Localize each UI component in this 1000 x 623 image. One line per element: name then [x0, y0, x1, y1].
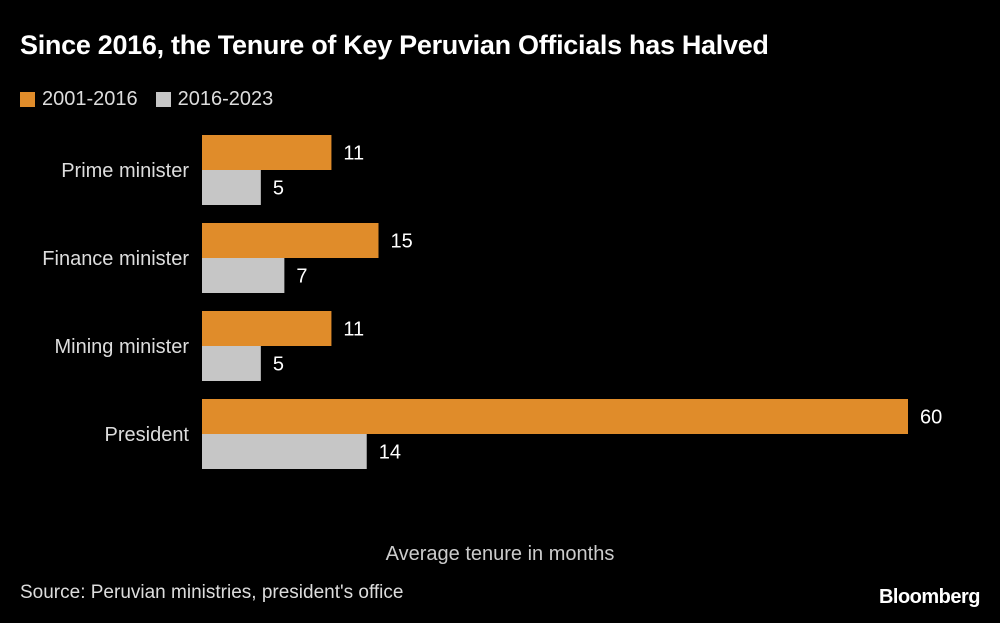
legend-item-1: 2016-2023 [155, 88, 274, 111]
data-label: 11 [343, 143, 364, 165]
source-note: Source: Peruvian ministries, president's… [20, 582, 404, 603]
x-axis-label: Average tenure in months [385, 543, 615, 565]
bar [202, 135, 332, 170]
data-label: 5 [273, 178, 284, 200]
category-label: Finance minister [42, 248, 189, 270]
category-label: President [105, 424, 190, 446]
bar [202, 311, 332, 346]
data-label: 60 [920, 407, 942, 429]
legend: 2001-2016 2016-2023 [20, 88, 291, 111]
bar [202, 223, 379, 258]
data-label: 14 [379, 442, 401, 464]
chart-title: Since 2016, the Tenure of Key Peruvian O… [20, 30, 769, 60]
data-label: 11 [343, 319, 364, 341]
data-label: 15 [391, 231, 413, 253]
legend-item-0: 2001-2016 [20, 88, 138, 111]
bar [202, 258, 285, 293]
bloomberg-logo: Bloomberg [878, 586, 981, 608]
bar [202, 434, 367, 469]
bar [202, 170, 261, 205]
category-label: Mining minister [55, 336, 190, 358]
bar [202, 346, 261, 381]
legend-label-1: 2016-2023 [177, 88, 274, 110]
category-label: Prime minister [61, 160, 189, 182]
data-label: 5 [273, 354, 284, 376]
bar [202, 399, 908, 434]
legend-label-0: 2001-2016 [42, 88, 138, 110]
data-label: 7 [296, 266, 307, 288]
legend-swatch-1 [155, 92, 171, 107]
legend-swatch-0 [20, 92, 35, 107]
